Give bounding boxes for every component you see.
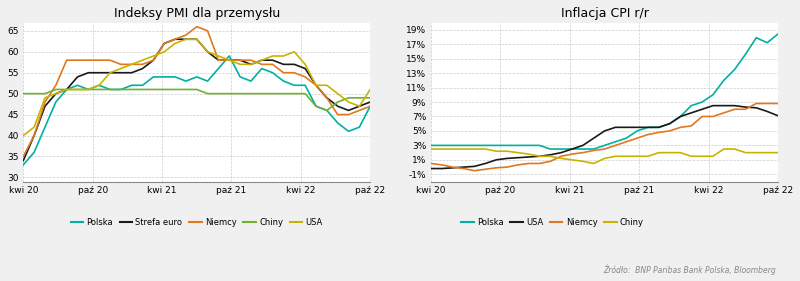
Legend: Polska, Strefa euro, Niemcy, Chiny, USA: Polska, Strefa euro, Niemcy, Chiny, USA xyxy=(67,214,326,230)
Title: Indeksy PMI dla przemysłu: Indeksy PMI dla przemysłu xyxy=(114,7,280,20)
Legend: Polska, USA, Niemcy, Chiny: Polska, USA, Niemcy, Chiny xyxy=(458,214,647,230)
Title: Inflacja CPI r/r: Inflacja CPI r/r xyxy=(561,7,649,20)
Text: Źródło:  BNP Paribas Bank Polska, Bloomberg: Źródło: BNP Paribas Bank Polska, Bloombe… xyxy=(603,265,776,275)
